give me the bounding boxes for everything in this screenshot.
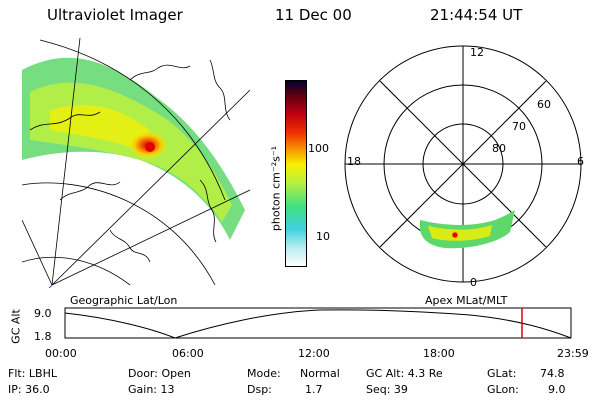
glat-value: 74.8 <box>540 367 565 380</box>
glon-value: 9.0 <box>548 383 566 396</box>
glat-label: GLat: <box>487 367 517 380</box>
colorbar <box>285 80 307 267</box>
dsp-label: Dsp: <box>247 383 272 396</box>
mode-label: Mode: <box>247 367 281 380</box>
ip-info: IP: 36.0 <box>8 383 50 396</box>
mlt-12-label: 12 <box>470 46 484 59</box>
x-tick-1200: 12:00 <box>298 347 330 360</box>
mlt-18-label: 18 <box>347 155 361 168</box>
door-info: Door: Open <box>128 367 191 380</box>
altitude-y-top: 9.0 <box>34 307 52 320</box>
geographic-label: Geographic Lat/Lon <box>70 294 178 307</box>
mlat-80-label: 80 <box>492 142 506 155</box>
apex-label: Apex MLat/MLT <box>425 294 508 307</box>
x-tick-2359: 23:59 <box>557 347 589 360</box>
x-tick-0000: 00:00 <box>45 347 77 360</box>
colorbar-tick-10: 10 <box>316 230 330 243</box>
filter-info: Flt: LBHL <box>8 367 57 380</box>
mlt-6-label: 6 <box>577 155 584 168</box>
x-tick-1800: 18:00 <box>423 347 455 360</box>
time-label: 21:44:54 UT <box>430 6 523 24</box>
seq-info: Seq: 39 <box>366 383 408 396</box>
mlat-70-label: 70 <box>512 120 526 133</box>
date-label: 11 Dec 00 <box>275 6 352 24</box>
x-tick-0600: 06:00 <box>172 347 204 360</box>
glon-label: GLon: <box>487 383 519 396</box>
gain-info: Gain: 13 <box>128 383 175 396</box>
dsp-value: 1.7 <box>305 383 323 396</box>
mode-value: Normal <box>300 367 340 380</box>
mlt-0-label: 0 <box>470 276 477 289</box>
gc-alt-info: GC Alt: 4.3 Re <box>366 367 443 380</box>
instrument-title: Ultraviolet Imager <box>47 6 183 24</box>
mlat-60-label: 60 <box>537 98 551 111</box>
altitude-y-bottom: 1.8 <box>34 330 52 343</box>
colorbar-tick-100: 100 <box>308 142 329 155</box>
